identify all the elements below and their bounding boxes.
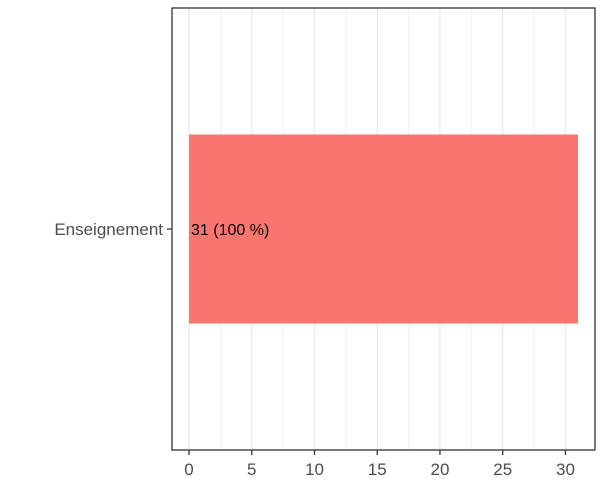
data-label: 31 (100 %): [191, 222, 269, 239]
x-tick-label: 25: [493, 460, 512, 479]
bars: [189, 134, 578, 324]
y-axis: Enseignement: [54, 220, 172, 239]
bar: [189, 134, 578, 324]
y-tick-label: Enseignement: [54, 220, 163, 239]
data-labels: 31 (100 %): [191, 222, 269, 239]
x-tick-label: 5: [247, 460, 256, 479]
x-tick-label: 20: [431, 460, 450, 479]
x-tick-label: 0: [184, 460, 193, 479]
x-tick-label: 15: [368, 460, 387, 479]
x-axis: 0 5 10 15 20 25 30: [184, 450, 575, 479]
x-tick-label: 30: [556, 460, 575, 479]
x-tick-label: 10: [305, 460, 324, 479]
